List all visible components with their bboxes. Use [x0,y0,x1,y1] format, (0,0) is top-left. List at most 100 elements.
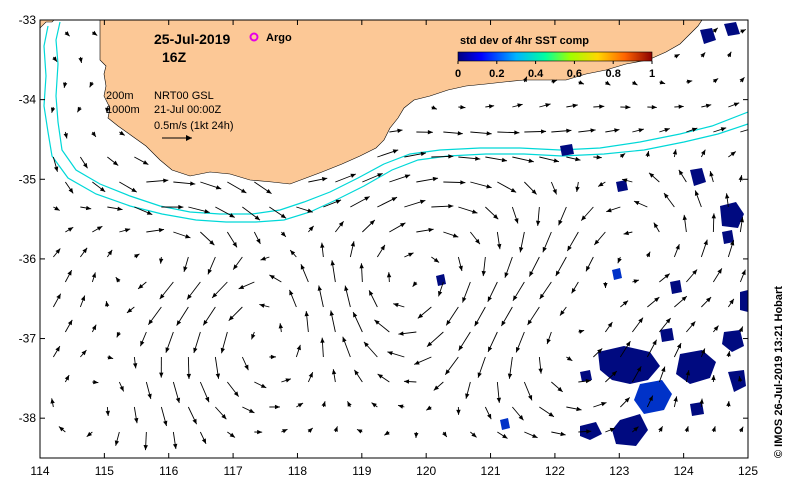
current-arrow [566,356,573,362]
current-arrow [738,326,744,333]
current-arrow [566,406,582,412]
current-arrow [64,319,73,333]
current-arrow [232,256,243,270]
current-arrow [443,231,459,238]
current-arrow [620,104,631,110]
current-arrow [269,206,287,219]
current-arrow [686,79,693,84]
current-arrow [593,155,602,160]
colorbar-title: std dev of 4hr SST comp [460,35,589,47]
current-arrow [384,430,390,436]
current-arrow [485,206,499,220]
current-arrow [593,402,607,408]
current-arrow [620,300,629,308]
current-arrow [445,306,459,326]
current-arrow [712,268,723,283]
current-arrow [242,406,255,414]
current-arrow [566,103,578,108]
current-arrow [146,178,169,183]
current-arrow [105,106,110,114]
current-arrow [619,340,631,358]
current-arrow [362,219,376,233]
x-axis: 114 115 116 117 118 119 120 121 122 123 124 125 [30,20,758,478]
current-arrow [107,355,114,360]
current-arrow [674,53,680,59]
current-arrow [527,306,540,326]
current-arrow [673,244,680,258]
x-tick-label: 125 [738,464,758,478]
current-arrow [727,240,735,258]
current-arrow [86,431,93,438]
current-arrow [497,130,520,135]
current-arrow [238,281,255,290]
current-arrow [485,104,495,109]
x-tick-label: 124 [674,464,694,478]
current-arrow [119,130,125,136]
current-arrow [663,192,675,208]
current-arrow [320,242,325,258]
colorbar-tick-label: 0.6 [567,68,582,80]
current-arrow [623,230,633,236]
current-arrow [559,306,567,316]
current-arrow [200,181,222,190]
current-arrow [522,76,528,83]
current-arrow [354,369,363,383]
current-arrow [186,356,192,380]
x-tick-label: 119 [352,464,371,478]
current-arrow [377,196,398,208]
current-arrow [308,225,314,233]
current-arrow [578,80,585,85]
current-arrow [551,79,558,84]
current-arrow [550,181,557,195]
current-arrow [535,206,541,226]
current-arrow [389,174,411,183]
current-arrow [555,256,567,277]
current-arrow [335,221,344,233]
current-arrow [672,149,678,158]
current-arrow [172,381,181,404]
current-arrow [632,426,639,433]
current-arrow [685,370,690,383]
current-arrow [539,156,560,163]
current-arrow [220,331,228,354]
contour-200m [55,21,748,215]
current-arrow [296,206,313,213]
current-arrow [515,331,525,353]
current-arrow [377,373,390,383]
current-arrow [711,213,716,233]
current-arrow [700,239,708,258]
plot-frame [39,19,749,459]
current-arrow [551,128,572,133]
current-arrow [227,381,240,397]
current-arrow [352,311,363,333]
current-arrow [631,317,644,333]
current-arrow [739,269,746,283]
current-arrow [331,369,337,383]
current-arrow [658,426,664,433]
current-arrow [173,231,191,239]
current-arrow [344,285,351,308]
current-arrow [682,214,687,233]
current-arrow [254,381,267,389]
current-arrow [470,181,492,189]
y-tick-label: -33 [19,13,37,27]
current-arrow [551,431,566,437]
current-arrow [404,151,427,158]
title-date: 25-Jul-2019 [154,31,230,47]
current-arrow [647,296,660,308]
current-arrow [458,331,471,351]
current-arrow [443,180,466,185]
current-vectors [50,27,748,451]
current-arrow [374,319,390,333]
current-arrow [456,406,461,415]
current-arrow [52,293,62,308]
current-arrow [617,256,622,264]
current-arrow [254,429,263,435]
current-arrow [659,80,666,85]
current-arrow [497,181,517,193]
current-arrow [278,323,284,333]
title-hour: 16Z [162,49,187,65]
current-arrow [462,281,471,303]
current-arrow [78,56,83,63]
colorbar-tick-label: 0.2 [489,68,504,80]
